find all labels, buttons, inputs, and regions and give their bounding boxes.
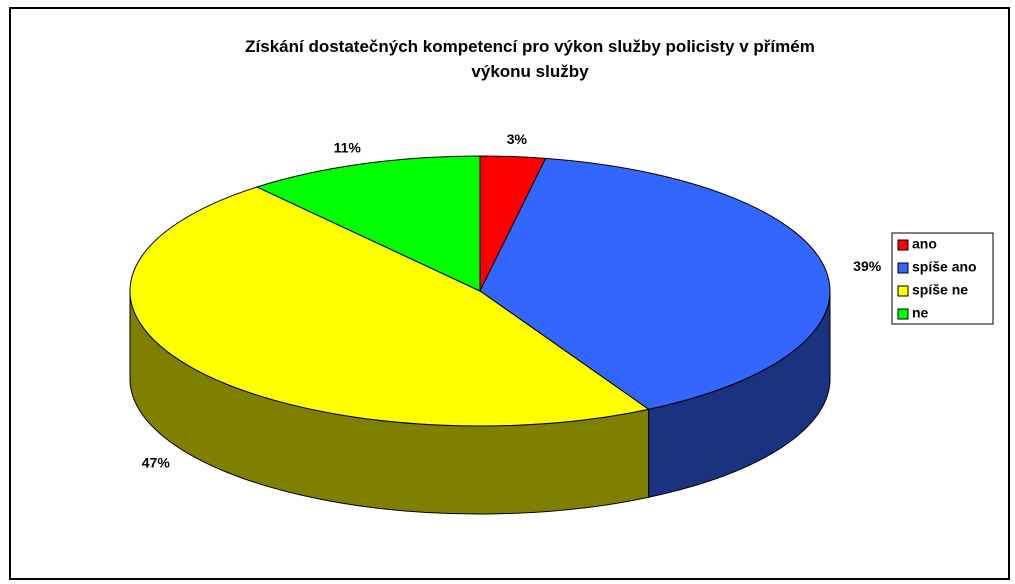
legend-label: ne xyxy=(912,305,929,321)
chart-title: Získání dostatečných kompetencí pro výko… xyxy=(245,37,815,81)
legend-swatch xyxy=(897,262,909,274)
legend-swatch xyxy=(897,285,909,297)
legend xyxy=(891,232,994,325)
slice xyxy=(129,186,650,427)
legend-swatch xyxy=(897,239,909,251)
data-label: 47% xyxy=(142,455,171,471)
slice xyxy=(255,155,481,292)
legend-label: spíše ano xyxy=(912,259,977,275)
data-label: 3% xyxy=(507,131,528,147)
legend-swatch xyxy=(897,308,909,320)
legend-label: spíše ne xyxy=(912,282,968,298)
slice xyxy=(479,157,831,410)
data-label: 11% xyxy=(334,139,362,155)
data-label: 39% xyxy=(853,258,882,274)
legend-label: ano xyxy=(912,236,937,252)
